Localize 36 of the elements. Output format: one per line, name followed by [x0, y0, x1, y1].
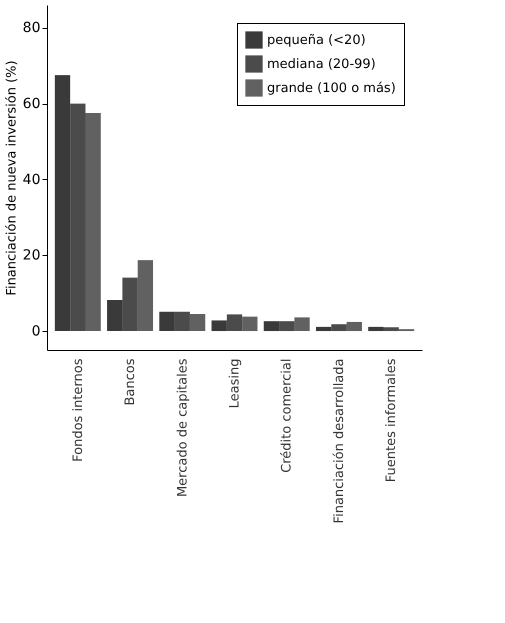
y-tick-label: 20 [22, 248, 40, 264]
y-tick-label: 0 [32, 324, 40, 340]
bar [54, 75, 70, 332]
bar [279, 321, 294, 332]
bar [384, 327, 399, 332]
y-tick-label: 40 [22, 172, 40, 188]
x-tick-label: Fondos internos [70, 358, 86, 462]
bar [294, 317, 310, 332]
bar [122, 278, 138, 332]
y-axis-title: Financiación de nueva inversión (%) [4, 60, 20, 296]
x-tick-label: Financiación desarrollada [332, 358, 347, 524]
bar [190, 314, 206, 332]
bar [70, 104, 86, 332]
x-tick-label: Fuentes informales [384, 358, 400, 482]
x-tick-label: Leasing [228, 358, 242, 408]
x-tick-label: Bancos [123, 358, 138, 406]
legend-label: mediana (20-99) [267, 57, 376, 72]
bar [346, 322, 362, 332]
bar [85, 113, 101, 332]
bar [331, 324, 347, 332]
bar [226, 314, 242, 332]
bar [264, 321, 280, 332]
x-tick-label: Crédito comercial [280, 358, 295, 473]
bar [316, 326, 332, 332]
legend-label: grande (100 o más) [267, 81, 396, 96]
bar [368, 326, 384, 332]
bar [212, 320, 227, 332]
y-tick-label: 80 [22, 20, 40, 36]
bar [138, 260, 154, 332]
bar [242, 316, 258, 332]
legend-label: pequeña (<20) [267, 33, 366, 48]
x-tick-label: Mercado de capitales [175, 358, 190, 498]
bar [174, 312, 190, 332]
y-tick-label: 60 [22, 96, 40, 112]
bar [107, 300, 122, 332]
bar [159, 312, 175, 332]
